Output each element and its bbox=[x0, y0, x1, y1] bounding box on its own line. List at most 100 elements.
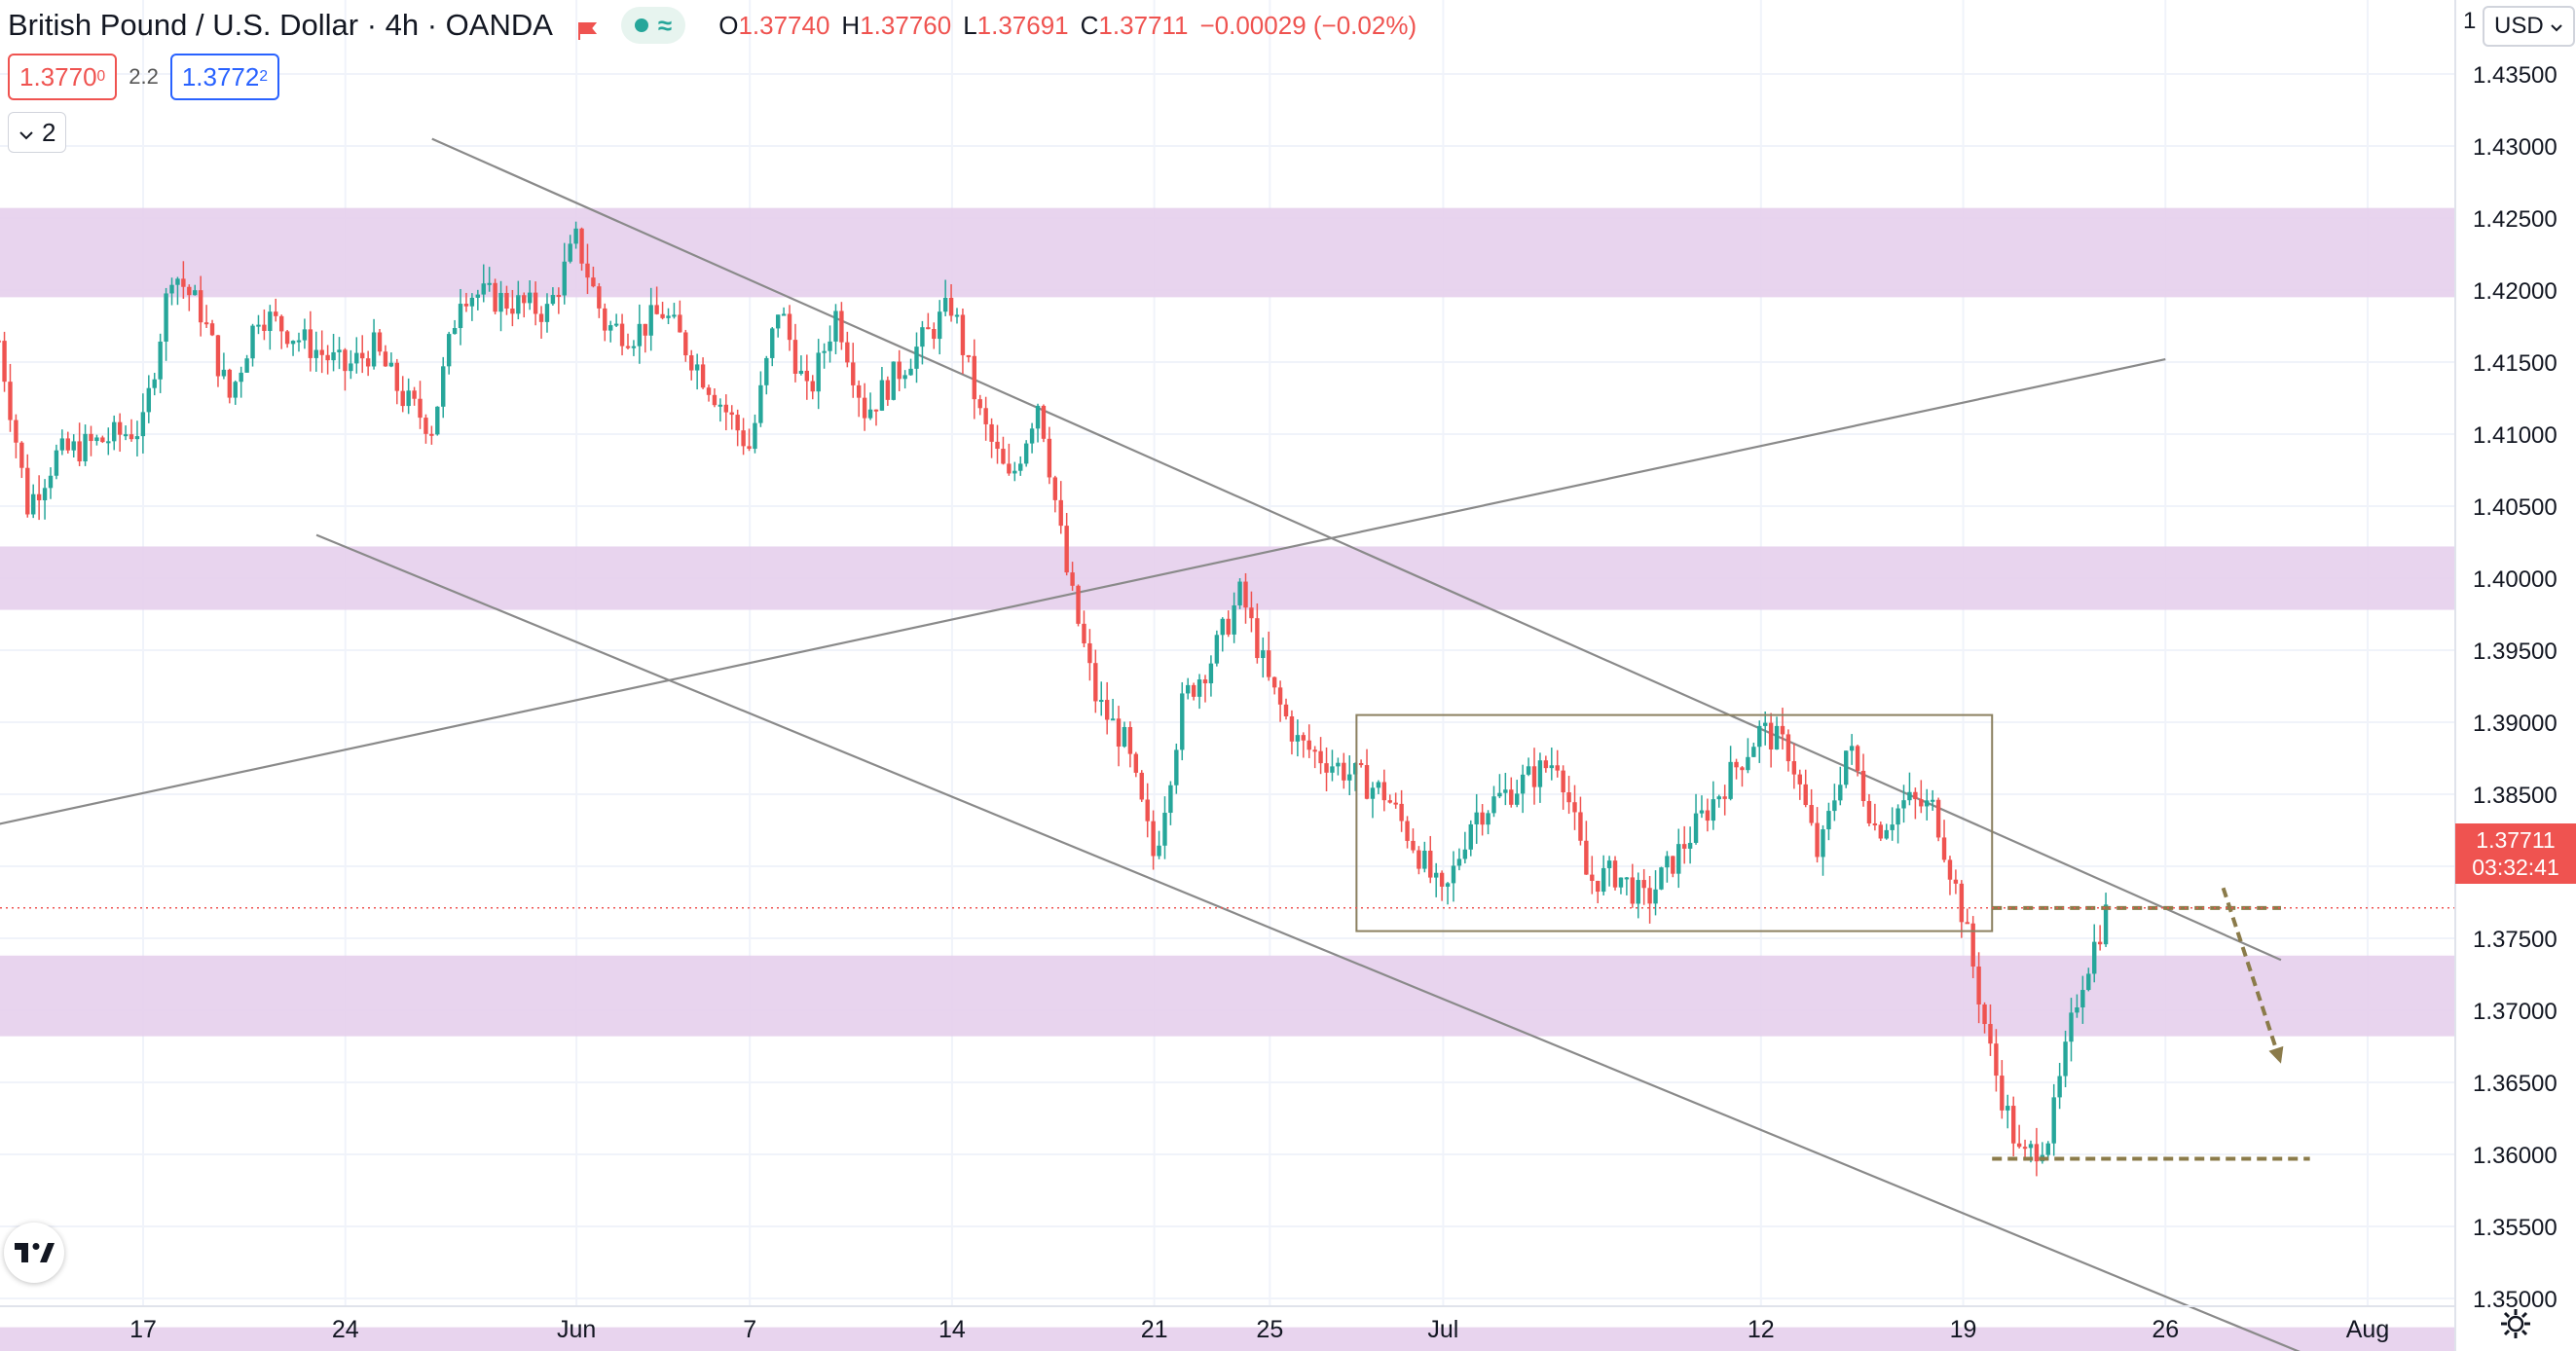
open-value: 1.37740 bbox=[738, 10, 830, 40]
candle-down bbox=[1947, 859, 1953, 880]
candle-down bbox=[1104, 700, 1110, 720]
candle-down bbox=[1381, 782, 1387, 801]
candle-up bbox=[1186, 684, 1191, 694]
price-axis-edge-digit: 1 bbox=[2463, 8, 2477, 34]
candle-up bbox=[613, 323, 619, 326]
candle-up bbox=[1497, 792, 1502, 797]
candle-up bbox=[828, 341, 832, 351]
flag-icon[interactable] bbox=[576, 15, 598, 40]
candle-down bbox=[579, 228, 584, 264]
candle-down bbox=[1116, 718, 1122, 748]
candle-down bbox=[585, 263, 590, 278]
candle-down bbox=[1982, 1004, 1987, 1025]
candle-down bbox=[1387, 800, 1392, 803]
candle-down bbox=[77, 441, 82, 462]
candle-down bbox=[343, 349, 348, 372]
candle-down bbox=[1082, 623, 1086, 643]
candle-up bbox=[568, 243, 572, 262]
candle-up bbox=[1930, 799, 1935, 802]
candle-down bbox=[1785, 734, 1791, 762]
candle-up bbox=[349, 363, 353, 372]
candle-down bbox=[1399, 803, 1404, 822]
candle-down bbox=[1572, 802, 1577, 813]
candle-down bbox=[1872, 822, 1878, 825]
gear-icon[interactable] bbox=[2498, 1306, 2533, 1347]
candle-down bbox=[1047, 438, 1052, 478]
collapse-indicators-button[interactable]: 2 bbox=[8, 112, 67, 153]
price-tick-label: 1.42000 bbox=[2473, 278, 2558, 305]
candle-down bbox=[897, 361, 902, 380]
candle-down bbox=[625, 346, 631, 348]
candle-down bbox=[538, 313, 544, 322]
candle-up bbox=[938, 311, 942, 340]
candle-up bbox=[1537, 760, 1543, 787]
candle-down bbox=[1740, 767, 1745, 771]
candle-up bbox=[1832, 800, 1837, 812]
sell-button[interactable]: 1.3770 0 bbox=[8, 54, 118, 100]
candle-down bbox=[966, 354, 972, 357]
candle-down bbox=[1994, 1043, 1999, 1077]
candle-down bbox=[1087, 642, 1092, 664]
candle-up bbox=[290, 341, 296, 345]
candle-down bbox=[1860, 770, 1866, 801]
candle-up bbox=[942, 297, 948, 312]
tradingview-logo-icon[interactable] bbox=[4, 1223, 64, 1283]
candle-up bbox=[1214, 635, 1220, 664]
candle-up bbox=[458, 304, 463, 329]
candle-up bbox=[1520, 774, 1526, 794]
candle-up bbox=[193, 290, 198, 296]
candle-down bbox=[1578, 812, 1583, 841]
candle-up bbox=[71, 441, 76, 451]
chart-header: British Pound / U.S. Dollar · 4h · OANDA… bbox=[8, 6, 1417, 45]
time-tick-label: 25 bbox=[1256, 1316, 1283, 1343]
candle-up bbox=[1352, 762, 1358, 775]
chevron-down-icon bbox=[18, 118, 34, 148]
candle-up bbox=[1746, 756, 1750, 771]
candle-down bbox=[319, 349, 324, 355]
candle-down bbox=[418, 398, 423, 419]
candle-up bbox=[1659, 867, 1664, 890]
low-value: 1.37691 bbox=[976, 10, 1069, 40]
candle-up bbox=[2028, 1144, 2034, 1149]
candle-down bbox=[187, 286, 192, 296]
candle-up bbox=[954, 314, 960, 317]
candle-down bbox=[1509, 789, 1514, 805]
candle-down bbox=[1803, 784, 1808, 806]
candle-up bbox=[313, 349, 318, 358]
candle-up bbox=[256, 324, 261, 327]
candle-up bbox=[2057, 1076, 2062, 1098]
trade-buttons: 1.3770 0 2.2 1.3772 2 bbox=[8, 54, 280, 100]
currency-select[interactable]: USD bbox=[2483, 6, 2575, 47]
candle-down bbox=[1612, 860, 1618, 888]
candle-up bbox=[867, 409, 873, 419]
candle-down bbox=[1965, 922, 1969, 925]
trendline-drawings bbox=[0, 137, 2300, 1351]
candle-down bbox=[1267, 650, 1271, 677]
candle-down bbox=[377, 332, 383, 352]
candle-up bbox=[112, 421, 117, 442]
candle-down bbox=[1913, 791, 1918, 800]
candle-down bbox=[654, 305, 659, 314]
candle-down bbox=[1093, 663, 1098, 702]
candle-down bbox=[804, 370, 810, 382]
indicator-status-pill[interactable]: ≈ bbox=[620, 7, 686, 44]
waves-icon: ≈ bbox=[657, 10, 673, 40]
candle-down bbox=[1988, 1024, 1993, 1044]
candle-up bbox=[764, 357, 769, 385]
candle-up bbox=[648, 305, 653, 336]
candle-down bbox=[1041, 405, 1047, 439]
resistance-zone bbox=[0, 546, 2455, 610]
symbol-title[interactable]: British Pound / U.S. Dollar · 4h · OANDA bbox=[8, 8, 553, 42]
candle-down bbox=[25, 467, 30, 515]
countdown-timer: 03:32:41 bbox=[2472, 855, 2559, 880]
candle-up bbox=[42, 488, 48, 500]
candle-down bbox=[1358, 762, 1364, 766]
candle-up bbox=[221, 369, 227, 377]
candle-up bbox=[233, 382, 238, 398]
candle-up bbox=[1549, 765, 1554, 769]
candle-up bbox=[775, 314, 781, 329]
candle-down bbox=[1324, 763, 1329, 773]
buy-button[interactable]: 1.3772 2 bbox=[169, 54, 280, 100]
candle-up bbox=[1716, 796, 1721, 800]
